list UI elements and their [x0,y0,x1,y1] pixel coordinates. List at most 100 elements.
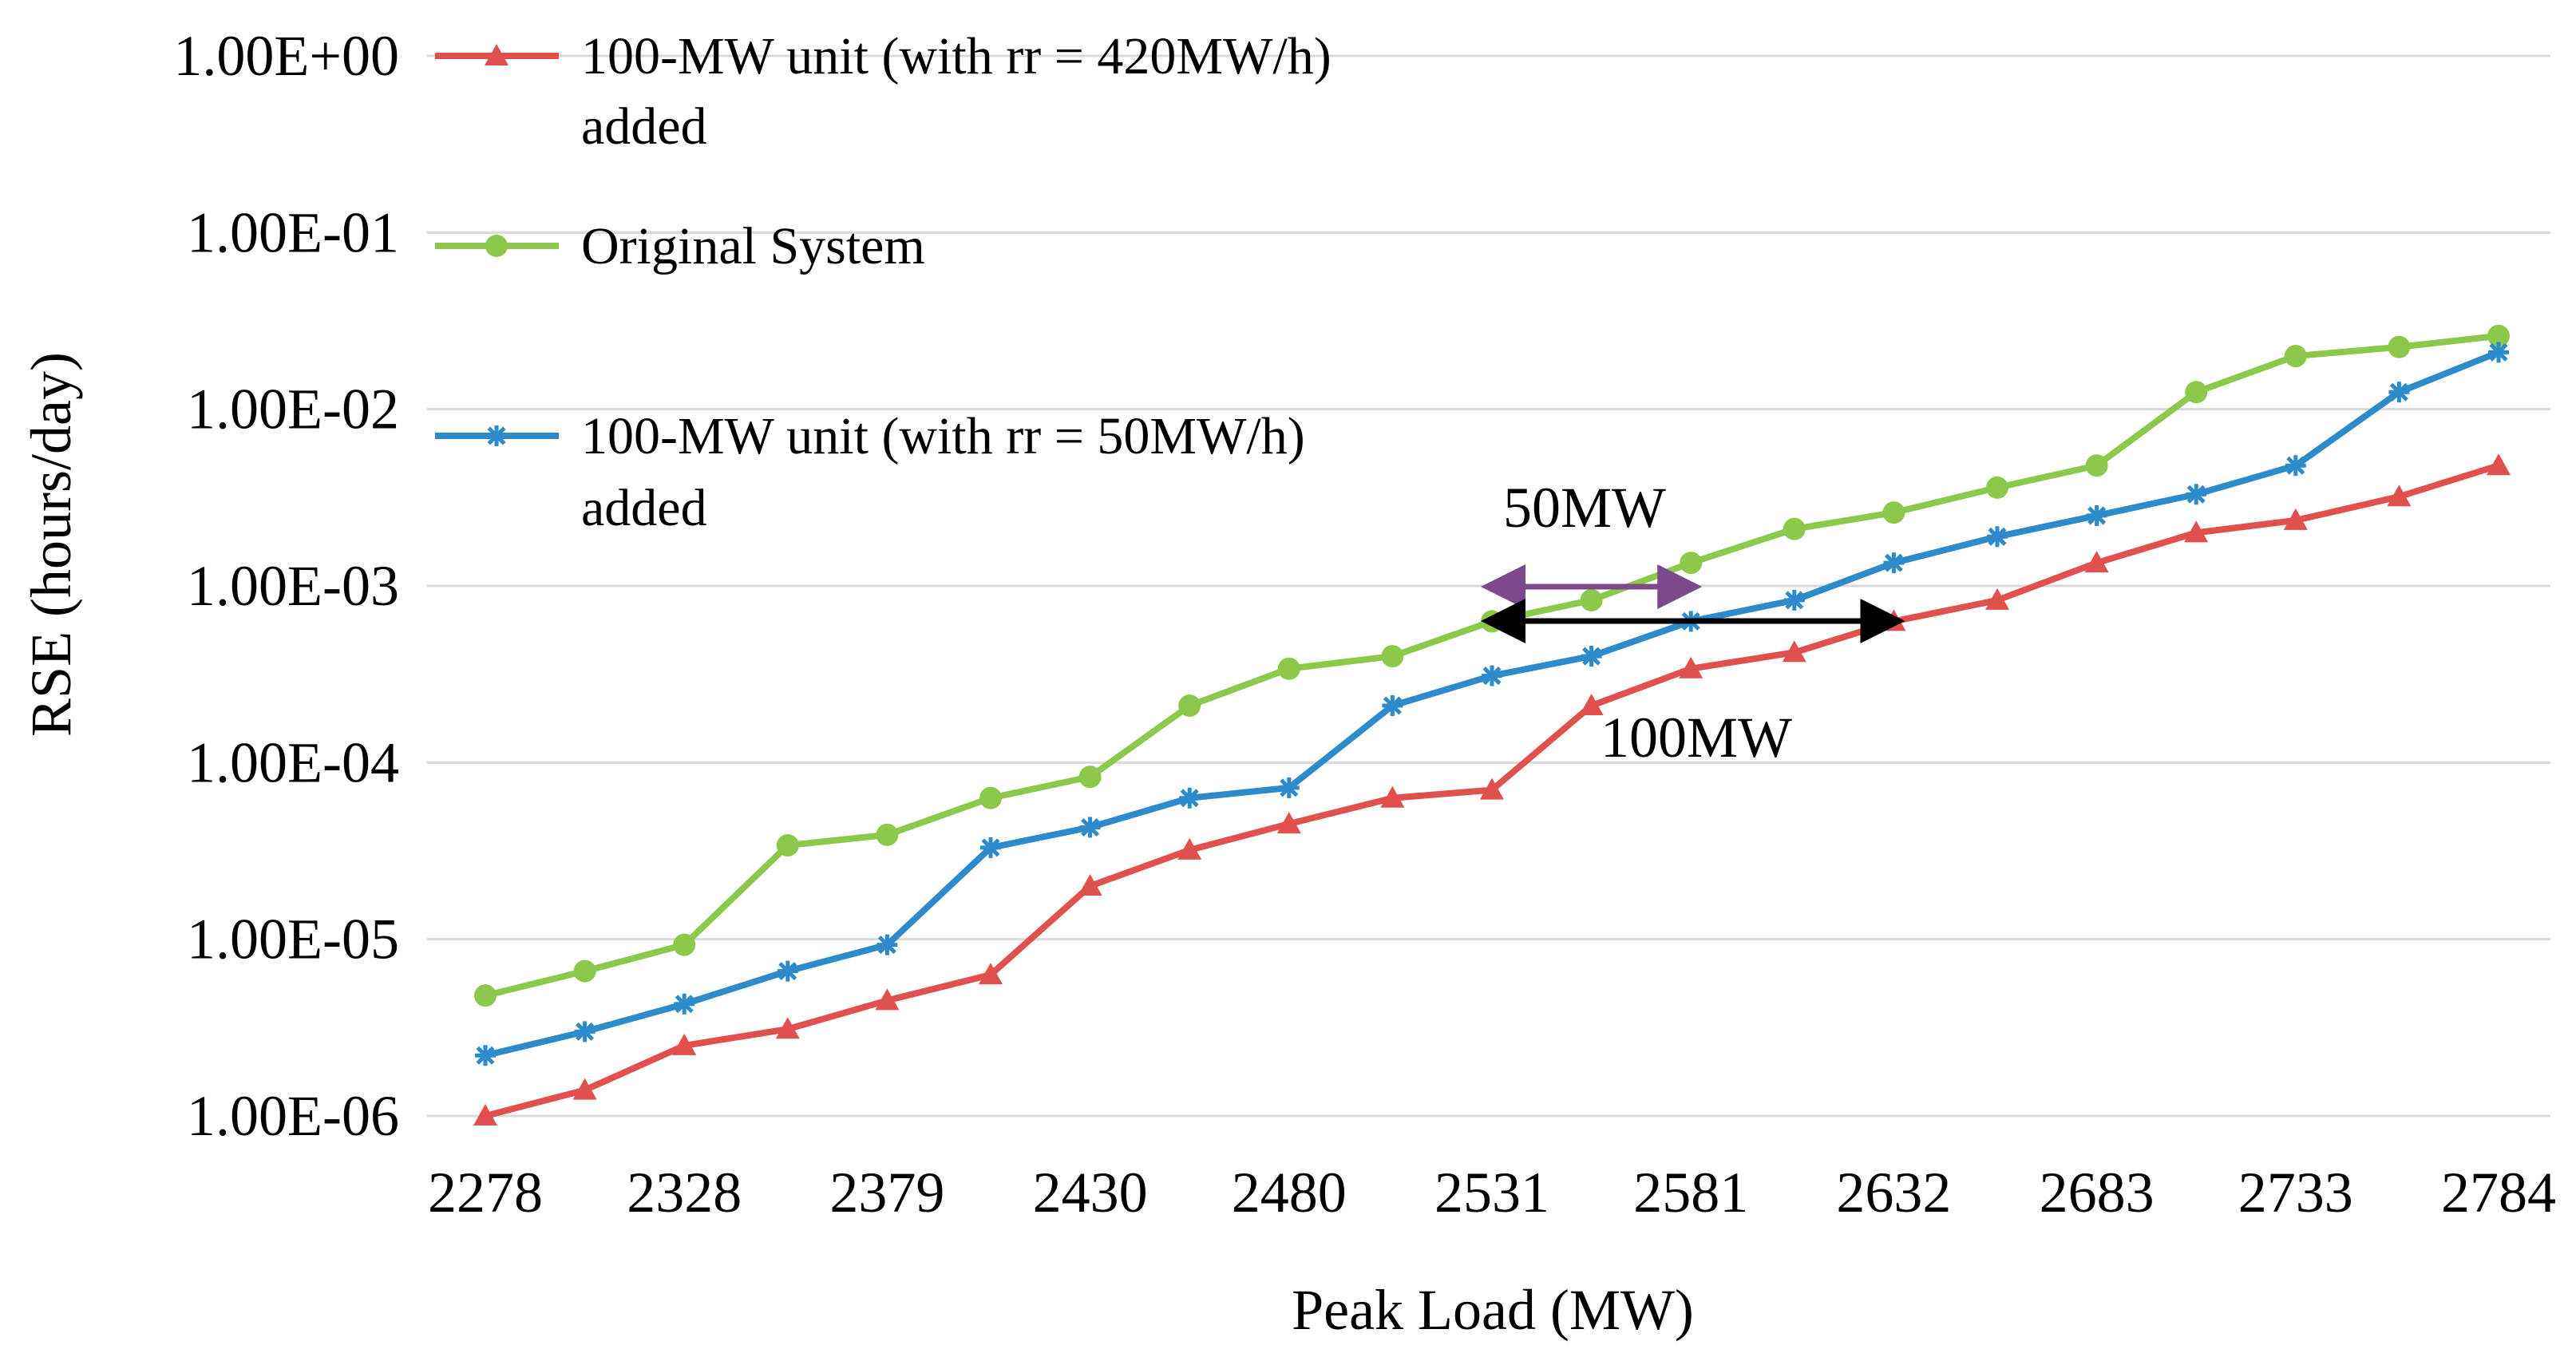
y-axis-title: RSE (hours/day) [19,352,83,737]
data-point [485,44,508,65]
data-point [2487,324,2510,347]
data-point [485,235,508,257]
data-point [1277,657,1300,680]
data-point [2388,382,2410,403]
y-tick-label: 1.00E-06 [187,1084,399,1148]
data-point [979,837,1001,858]
series-triangle [473,453,2511,1126]
data-point [1276,812,1301,834]
data-point [1882,501,1905,524]
x-tick-label: 2328 [627,1161,742,1224]
x-tick-label: 2278 [428,1161,543,1224]
data-point [473,1104,497,1126]
data-point [2185,381,2208,404]
data-point [1679,656,1703,678]
data-point [475,1045,496,1066]
annotations: 50MW 100MW [1481,476,1905,769]
data-point [1278,777,1300,798]
data-point [672,1033,697,1055]
data-point [1178,694,1201,718]
legend-label: 100-MW unit (with rr = 420MW/h) [581,27,1332,85]
data-point [1078,766,1102,789]
data-point [2085,454,2108,477]
y-tick-label: 1.00E-05 [187,908,399,971]
data-point [876,934,898,955]
data-point [776,834,799,857]
legend-label: 100-MW unit (with rr = 50MW/h) [581,407,1305,465]
series-star [475,342,2509,1066]
y-axis-ticks: 1.00E+00 1.00E-01 1.00E-02 1.00E-03 1.00E-04… [173,24,399,1148]
data-point [574,1021,596,1042]
x-tick-label: 2480 [1232,1161,1347,1224]
y-tick-label: 1.00E-03 [187,554,399,618]
data-point [1579,694,1604,716]
data-point [2086,504,2107,526]
legend-label: added [581,479,707,537]
data-point [1580,588,1603,611]
data-point [2388,335,2411,358]
data-point [1079,817,1101,838]
x-tick-label: 2581 [1633,1161,1748,1224]
data-point [674,993,695,1015]
data-point [2387,485,2412,507]
data-point [1985,476,2008,499]
y-tick-label: 1.00E-04 [187,730,399,794]
data-point [2285,455,2306,477]
gridlines [427,54,2550,1118]
x-axis-title: Peak Load (MW) [1292,1278,1694,1342]
y-tick-label: 1.00E+00 [173,24,399,88]
data-point [1480,777,1504,800]
x-tick-label: 2632 [1836,1161,1951,1224]
data-point [1179,787,1201,809]
data-point [1984,587,2009,610]
x-tick-label: 2531 [1434,1161,1549,1224]
data-point [2184,520,2209,543]
x-tick-label: 2379 [829,1161,944,1224]
data-point [1581,646,1602,667]
legend: 100-MW unit (with rr = 420MW/h) added Orig… [435,27,1332,537]
legend-label: added [581,97,707,156]
legend-item: Original System [435,217,925,275]
x-axis-ticks: 2278 2328 2379 2430 2480 2531 2581 2632 2683 2733… [428,1161,2556,1224]
data-point [1382,695,1403,717]
data-point [1381,645,1404,668]
data-point [1177,837,1202,860]
y-tick-label: 1.00E-01 [187,200,399,264]
data-point [673,933,696,956]
data-point [486,425,507,446]
data-point [777,960,798,982]
data-point [2487,453,2511,476]
x-tick-label: 2784 [2441,1161,2556,1224]
data-point [1783,517,1806,540]
data-point [978,963,1003,985]
data-point [1783,589,1805,611]
x-tick-label: 2683 [2040,1161,2155,1224]
legend-item: 100-MW unit (with rr = 50MW/h) added [435,407,1305,537]
data-point [876,823,899,846]
annotation-label-100mw: 100MW [1601,706,1792,769]
x-tick-label: 2733 [2238,1161,2353,1224]
data-point [2186,484,2207,505]
data-point [2488,342,2509,363]
data-point [875,988,900,1011]
data-point [979,786,1002,809]
legend-label: Original System [581,217,925,275]
legend-item: 100-MW unit (with rr = 420MW/h) added [435,27,1332,156]
x-tick-label: 2430 [1033,1161,1148,1224]
data-point [775,1017,800,1039]
data-point [2084,551,2109,573]
data-point [1078,874,1102,896]
data-point [2283,508,2308,530]
annotation-label-50mw: 50MW [1503,476,1666,540]
series-group [473,324,2511,1126]
data-point [573,959,596,983]
data-point [572,1078,597,1100]
y-tick-label: 1.00E-02 [187,378,399,441]
data-point [474,984,497,1007]
data-point [1883,552,1905,574]
data-point [1482,665,1502,686]
data-point [1380,785,1405,808]
data-point [1680,552,1703,575]
series-circle [474,324,2510,1007]
